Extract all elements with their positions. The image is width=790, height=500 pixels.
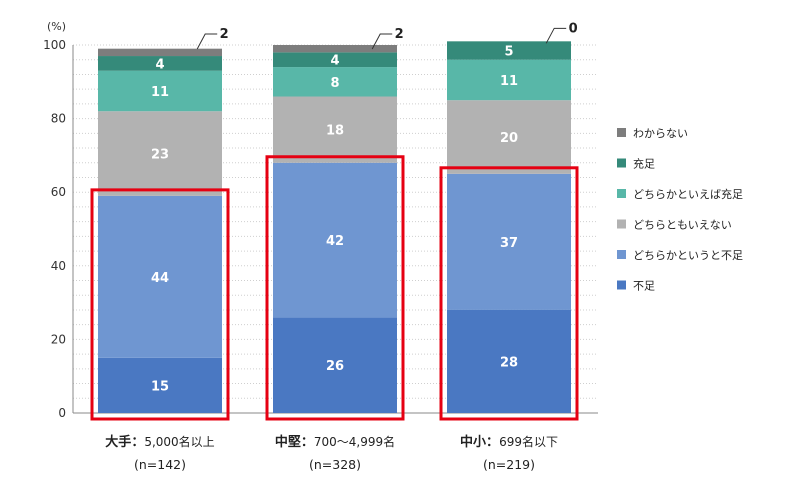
y-tick-label: 60 [51,185,66,199]
segment-value-label: 44 [151,271,169,286]
bars [98,41,571,413]
bar-segment [273,317,397,413]
bar-segment [273,67,397,97]
highlight-box [90,188,230,421]
bar-segment [273,52,397,68]
segment-value-label: 23 [151,148,169,163]
segment-value-label: 20 [500,131,518,146]
bar-segment [98,357,222,413]
callout-leader [545,27,567,44]
y-tick-label: 80 [51,112,66,126]
segment-value-label: 28 [500,355,518,370]
legend-label: わからない [633,127,688,140]
segment-value-label: 4 [330,54,339,69]
callout-label: 2 [395,27,404,42]
segment-value-label: 4 [155,57,164,72]
highlight-boxes [90,155,579,421]
callouts: 2 2 0 [196,21,578,50]
legend-swatch [617,158,626,168]
category-detail: 5,000名以上 [144,434,214,449]
bar-segment [447,41,571,60]
segment-value-label: 26 [326,359,344,374]
category-separator: ： [486,435,499,450]
category-separator: ： [301,435,314,450]
category-name: 中堅 [275,434,301,450]
segment-value-label: 15 [151,379,169,394]
y-axis-ticks: 0 20 40 60 80 100 [43,38,66,420]
highlight-box [439,166,579,421]
category-detail: 700～4,999名 [314,434,395,449]
segment-labels: 15 44 23 11 4 26 42 18 8 4 28 37 20 11 5 [151,45,518,395]
callout-leader [196,33,218,50]
bar-segment [273,45,397,53]
legend-label: どちらかというと不足 [633,249,743,262]
bar-segment [98,195,222,358]
bar-segment [273,162,397,318]
bar-segment [447,309,571,413]
callout-label: 0 [569,21,578,36]
category-label: 中堅：700～4,999名 [275,434,395,450]
category-separator: ： [131,435,144,450]
y-tick-label: 0 [58,406,66,420]
y-tick-label: 100 [43,38,66,52]
legend-label: 充足 [633,157,655,171]
legend-label: どちらかといえば充足 [633,187,743,201]
category-n-label: (n=142) [134,457,186,472]
segment-value-label: 37 [500,236,518,251]
y-tick-label: 20 [51,332,66,346]
segment-value-label: 5 [504,45,513,60]
segment-value-label: 11 [151,85,169,100]
bar-segment [273,96,397,163]
category-labels: 大手：5,000名以上(n=142)中堅：700～4,999名(n=328)中小… [105,434,558,472]
legend-swatch [617,250,626,259]
callout-label: 2 [220,27,229,42]
segment-value-label: 8 [330,76,339,91]
legend-swatch [617,189,626,198]
legend-swatch [617,219,626,229]
callout-leader [371,33,393,50]
bar-segment [98,48,222,57]
segment-value-label: 11 [500,74,518,89]
segment-value-label: 18 [326,124,344,139]
legend-label: どちらともいえない [633,219,732,232]
category-label: 大手：5,000名以上 [105,434,214,450]
category-name: 大手 [105,434,131,450]
y-tick-label: 40 [51,259,66,273]
bar-segment [98,56,222,71]
category-detail: 699名以下 [499,434,558,449]
bar-segment [447,173,571,310]
bar-segment [447,100,571,174]
bar-segment [98,70,222,112]
category-n-label: (n=328) [309,457,361,472]
legend-swatch [617,128,626,137]
legend-swatch [617,280,626,290]
highlight-box [265,155,405,421]
y-axis-unit-label: (%) [47,20,66,33]
category-label: 中小：699名以下 [460,434,558,450]
bar-segment [98,111,222,196]
bar-segment [447,59,571,101]
segment-value-label: 42 [326,234,344,249]
legend-label: 不足 [633,280,655,293]
category-n-label: (n=219) [483,457,535,472]
category-name: 中小 [460,434,486,450]
